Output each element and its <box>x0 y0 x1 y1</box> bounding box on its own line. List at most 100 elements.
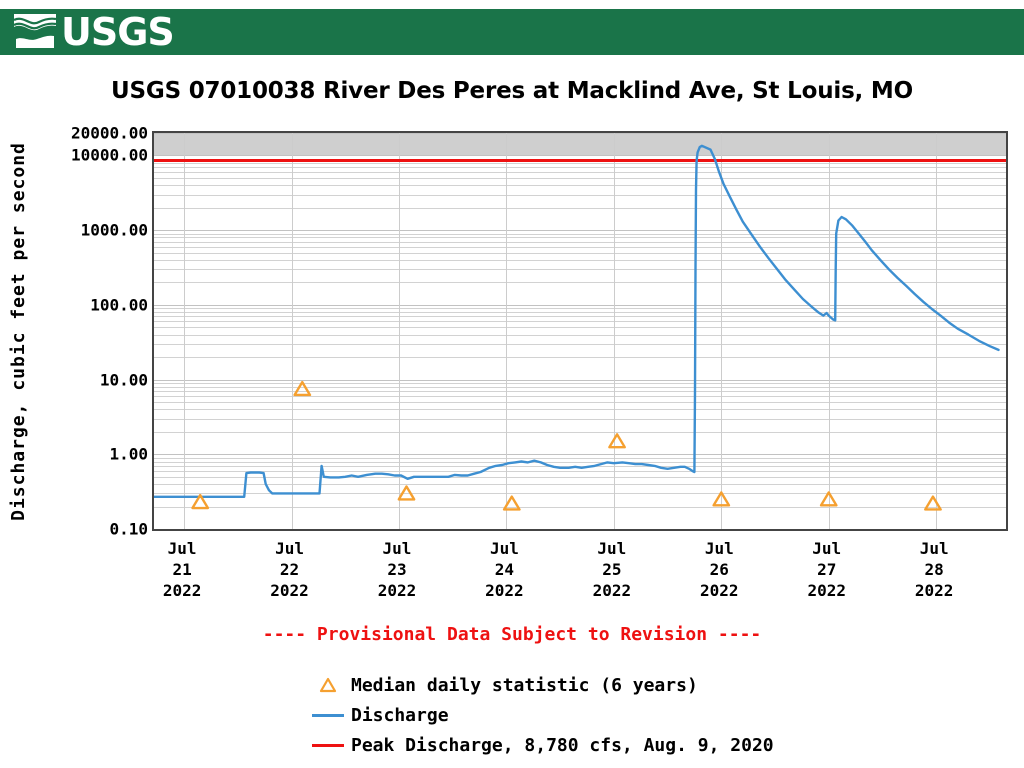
x-axis-tick-line: Jul <box>382 539 412 558</box>
line-key-icon <box>305 700 351 730</box>
gridline-vertical-day <box>614 133 615 529</box>
x-axis-tick-line: 21 <box>172 560 192 579</box>
line-swatch <box>312 743 344 747</box>
gridline-major-horizontal <box>154 305 1006 306</box>
gridline-minor-horizontal <box>154 178 1006 179</box>
x-axis-tick-line: 28 <box>924 560 944 579</box>
median-daily-statistic-marker <box>293 380 312 397</box>
discharge-series-line <box>154 144 1000 511</box>
gridline-minor-horizontal <box>154 409 1006 410</box>
gridline-minor-horizontal <box>154 163 1006 164</box>
gridline-vertical-day <box>721 133 722 529</box>
x-axis-tick-line: 24 <box>494 560 515 579</box>
usgs-header-banner: USGS <box>0 9 1024 55</box>
legend-item-label: Peak Discharge, 8,780 cfs, Aug. 9, 2020 <box>351 734 774 756</box>
median-daily-statistic-marker <box>712 491 731 507</box>
gridline-minor-horizontal <box>154 419 1006 420</box>
x-axis-tick-labels: Jul 21 2022 Jul 22 2022 Jul 23 2022 Jul 24 2022 Jul 2… <box>152 538 1008 614</box>
line-key-icon <box>305 730 351 760</box>
gridline-major-horizontal <box>154 454 1006 455</box>
gridline-major-horizontal <box>154 230 1006 231</box>
gridline-minor-horizontal <box>154 357 1006 358</box>
gridline-vertical-day <box>829 133 830 529</box>
median-daily-statistic-marker <box>608 433 626 449</box>
gridline-minor-horizontal <box>154 458 1006 459</box>
legend-item: Peak Discharge, 8,780 cfs, Aug. 9, 2020 <box>305 730 1005 760</box>
gridline-minor-horizontal <box>154 282 1006 283</box>
gridline-minor-horizontal <box>154 253 1006 254</box>
gridline-minor-horizontal <box>154 260 1006 261</box>
line-swatch <box>312 713 344 717</box>
x-axis-tick-line: Jul <box>597 539 627 558</box>
y-axis-tick-label: 100.00 <box>90 295 148 315</box>
peak-discharge-reference-line <box>154 158 1006 162</box>
gridline-vertical-day <box>506 133 507 529</box>
x-axis-tick-label: Jul 27 2022 <box>782 538 872 601</box>
x-axis-tick-line: 25 <box>602 560 622 579</box>
gridline-minor-horizontal <box>154 208 1006 209</box>
x-axis-tick-line: 2022 <box>162 581 202 600</box>
x-axis-tick-label: Jul 26 2022 <box>674 538 764 601</box>
gridline-vertical-day <box>184 133 185 529</box>
gridline-minor-horizontal <box>154 383 1006 384</box>
gridline-minor-horizontal <box>154 234 1006 235</box>
gridline-minor-horizontal <box>154 308 1006 309</box>
legend-item-label: Median daily statistic (6 years) <box>351 674 698 696</box>
gridline-minor-horizontal <box>154 269 1006 270</box>
x-axis-tick-line: 2022 <box>377 581 417 600</box>
plot-inner <box>154 133 1006 529</box>
x-axis-tick-line: 22 <box>279 560 300 579</box>
x-axis-tick-line: 2022 <box>700 581 739 600</box>
gridline-minor-horizontal <box>154 172 1006 173</box>
x-axis-tick-line: 26 <box>709 560 729 579</box>
x-axis-tick-line: 23 <box>387 560 407 579</box>
chart-title: USGS 07010038 River Des Peres at Macklin… <box>111 78 913 104</box>
y-axis-tick-label: 0.10 <box>109 519 148 539</box>
gridline-minor-horizontal <box>154 195 1006 196</box>
gridline-major-horizontal <box>154 529 1006 530</box>
gridline-vertical-day <box>399 133 400 529</box>
usgs-wave-logo-icon <box>14 14 56 50</box>
gridline-minor-horizontal <box>154 321 1006 322</box>
above-range-shading <box>154 133 1006 156</box>
gridline-minor-horizontal <box>154 316 1006 317</box>
gridline-minor-horizontal <box>154 484 1006 485</box>
gridline-minor-horizontal <box>154 327 1006 328</box>
gridline-minor-horizontal <box>154 462 1006 463</box>
y-axis-tick-label: 1000.00 <box>80 220 148 240</box>
x-axis-tick-label: Jul 22 2022 <box>245 538 335 601</box>
gridline-minor-horizontal <box>154 477 1006 478</box>
gridline-minor-horizontal <box>154 471 1006 472</box>
x-axis-tick-label: Jul 21 2022 <box>137 538 227 601</box>
gridline-minor-horizontal <box>154 493 1006 494</box>
x-axis-tick-line: Jul <box>489 539 519 558</box>
legend-item: Median daily statistic (6 years) <box>305 670 1005 700</box>
gridline-major-horizontal <box>154 155 1006 156</box>
x-axis-tick-line: Jul <box>167 539 197 558</box>
triangle-marker-icon <box>305 670 351 700</box>
gridline-minor-horizontal <box>154 167 1006 168</box>
gridline-minor-horizontal <box>154 344 1006 345</box>
x-axis-tick-line: 2022 <box>592 581 632 600</box>
gridline-minor-horizontal <box>154 391 1006 392</box>
x-axis-tick-line: Jul <box>704 539 734 558</box>
legend-item: Discharge <box>305 700 1005 730</box>
x-axis-tick-label: Jul 28 2022 <box>889 538 979 601</box>
legend-item-label: Discharge <box>351 704 449 726</box>
gridline-minor-horizontal <box>154 247 1006 248</box>
gridline-minor-horizontal <box>154 387 1006 388</box>
provisional-data-notice: ---- Provisional Data Subject to Revisio… <box>262 624 762 645</box>
x-axis-tick-line: 2022 <box>485 581 524 600</box>
y-axis-tick-label: 10.00 <box>99 370 148 390</box>
x-axis-tick-label: Jul 24 2022 <box>459 538 549 601</box>
x-axis-tick-line: 27 <box>817 560 837 579</box>
x-axis-tick-label: Jul 25 2022 <box>567 538 657 601</box>
gridline-minor-horizontal <box>154 507 1006 508</box>
gridline-minor-horizontal <box>154 335 1006 336</box>
gridline-minor-horizontal <box>154 242 1006 243</box>
gridline-major-horizontal <box>154 380 1006 381</box>
median-daily-statistic-marker <box>819 491 838 507</box>
x-axis-tick-line: 2022 <box>807 581 846 600</box>
gridline-vertical-day <box>936 133 937 529</box>
median-daily-statistic-marker <box>924 495 942 511</box>
